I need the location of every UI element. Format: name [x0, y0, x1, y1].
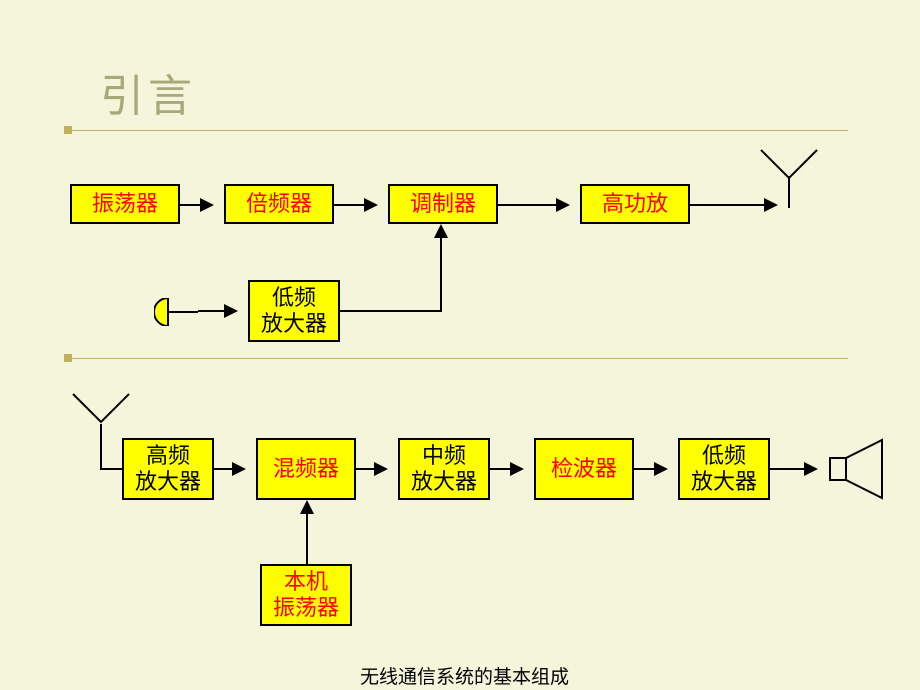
arrow-det-to-lf	[634, 468, 666, 470]
speaker-icon	[828, 438, 888, 500]
block-power-amplifier: 高功放	[580, 184, 690, 224]
line-lfamp-to-mod-h	[340, 310, 440, 312]
line-lo-to-mix	[306, 512, 308, 564]
block-freq-multiplier: 倍频器	[224, 184, 334, 224]
block-modulator: 调制器	[388, 184, 498, 224]
block-if-amplifier: 中频 放大器	[398, 438, 490, 500]
arrow-mix-to-if	[356, 468, 386, 470]
block-lf-amplifier-tx: 低频 放大器	[248, 280, 340, 342]
label: 倍频器	[246, 191, 312, 217]
label: 混频器	[273, 456, 339, 482]
block-oscillator: 振荡器	[70, 184, 180, 224]
slide-title: 引言	[100, 60, 196, 124]
rx-antenna-icon	[71, 392, 131, 431]
block-lf-amplifier-rx: 低频 放大器	[678, 438, 770, 500]
arrow-lf-to-speaker	[770, 468, 816, 470]
arrow-mod-to-pa	[498, 204, 568, 206]
block-local-oscillator: 本机 振荡器	[260, 564, 352, 626]
label: 高功放	[602, 191, 668, 217]
arrow-if-to-det	[490, 468, 522, 470]
tx-antenna-icon	[759, 148, 819, 187]
label: 高频 放大器	[135, 443, 201, 496]
label: 调制器	[410, 191, 476, 217]
block-mixer: 混频器	[256, 438, 356, 500]
label: 本机 振荡器	[273, 569, 339, 622]
slide-caption: 无线通信系统的基本组成	[360, 662, 569, 689]
block-rf-amplifier: 高频 放大器	[122, 438, 214, 500]
microphone-icon	[154, 298, 198, 326]
label: 低频 放大器	[691, 443, 757, 496]
arrowhead-lo-into-mix	[300, 500, 314, 514]
divider-line-bottom	[68, 358, 848, 359]
label: 低频 放大器	[261, 285, 327, 338]
arrow-pa-to-antenna	[690, 204, 776, 206]
arrow-mult-to-mod	[334, 204, 376, 206]
arrowhead-into-mod	[434, 224, 448, 238]
arrow-mic-to-lfamp	[198, 310, 236, 312]
arrow-osc-to-mult	[180, 204, 212, 206]
divider-line-top	[68, 130, 848, 131]
label: 中频 放大器	[411, 443, 477, 496]
line-lfamp-to-mod-v	[440, 236, 442, 312]
arrow-rf-to-mix	[214, 468, 244, 470]
divider-mark-top	[64, 126, 72, 134]
label: 检波器	[551, 456, 617, 482]
line-antenna-to-rf	[100, 468, 122, 470]
label: 振荡器	[92, 191, 158, 217]
divider-mark-bottom	[64, 354, 72, 362]
block-detector: 检波器	[534, 438, 634, 500]
